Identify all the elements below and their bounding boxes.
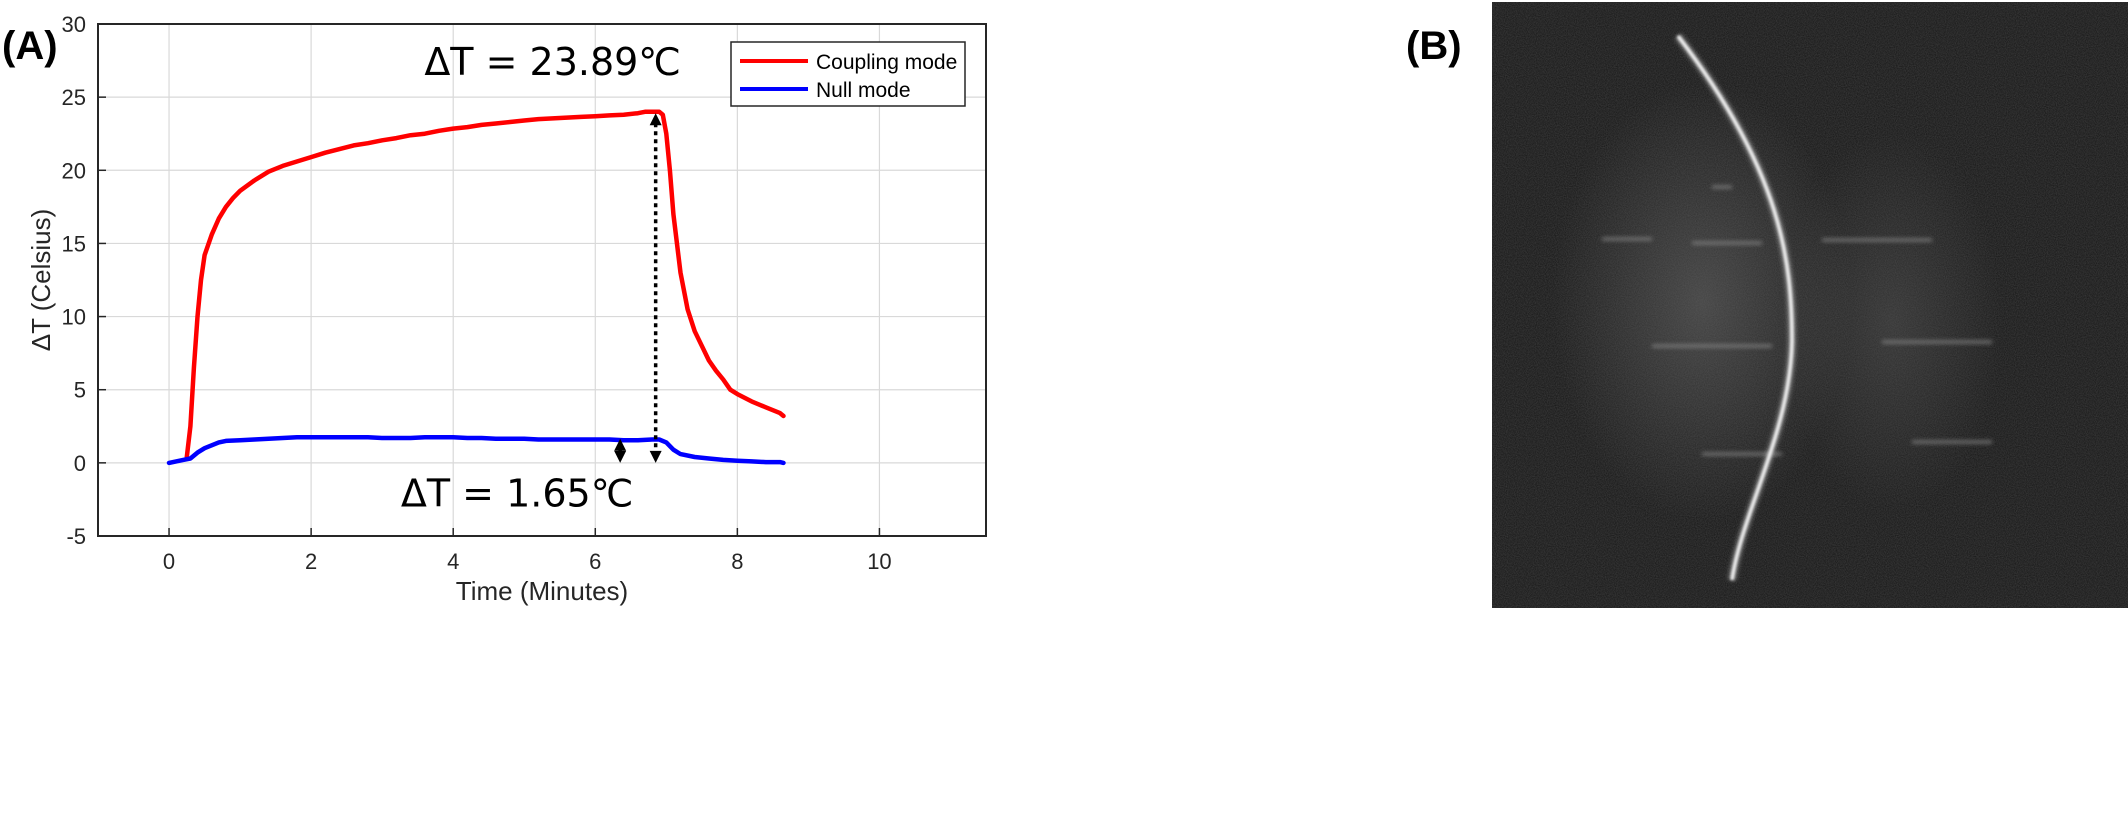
arrow-head-down — [649, 450, 662, 463]
x-tick-label: 6 — [589, 549, 601, 574]
y-tick-label: 25 — [62, 85, 86, 110]
panel-b-label: (B) — [1406, 24, 1462, 68]
chart-ticks: 0 2 4 6 8 10 -5 0 5 10 15 20 25 30 — [62, 12, 892, 574]
legend-label-coupling: Coupling mode — [816, 51, 957, 74]
legend-label-null: Null mode — [816, 79, 911, 102]
legend-box — [730, 41, 966, 107]
delta-t-annotation-1: ΔT = 1.65℃ — [401, 472, 634, 516]
mri-phantom-right — [1782, 132, 2002, 512]
plot-area-border — [97, 23, 987, 537]
mri-wire — [1676, 34, 1794, 581]
temperature-chart: 0 2 4 6 8 10 -5 0 5 10 15 20 25 30 ΔT = 23.89℃ ΔT = 1.… — [26, 12, 987, 606]
mri-image — [1492, 2, 2128, 608]
y-tick-label: 10 — [62, 305, 86, 330]
delta-arrow-0 — [649, 113, 662, 463]
chart-arrows — [614, 113, 662, 463]
series-line-coupling-mode — [184, 109, 786, 460]
x-axis-label: Time (Minutes) — [456, 576, 628, 606]
x-tick-label: 4 — [447, 549, 459, 574]
delta-arrow-1 — [614, 438, 627, 463]
series-line-null-mode — [166, 435, 786, 466]
y-tick-label: 15 — [62, 231, 86, 256]
delta-t-annotation-0: ΔT = 23.89℃ — [424, 40, 681, 84]
x-tick-label: 2 — [305, 549, 317, 574]
arrow-head-up — [614, 438, 627, 451]
arrow-head-up — [649, 113, 662, 126]
x-tick-label: 8 — [731, 549, 743, 574]
y-axis-label: ΔT (Celsius) — [26, 209, 56, 352]
chart-series — [166, 109, 786, 466]
y-tick-label: 5 — [74, 378, 86, 403]
mri-phantom-left — [1552, 82, 1852, 522]
x-tick-label: 0 — [163, 549, 175, 574]
y-tick-label: 30 — [62, 12, 86, 37]
y-tick-label: 20 — [62, 158, 86, 183]
x-tick-label: 10 — [867, 549, 891, 574]
arrow-head-down — [614, 450, 627, 463]
chart-annotations: ΔT = 23.89℃ ΔT = 1.65℃ — [401, 40, 681, 516]
panel-a-label: (A) — [2, 24, 58, 68]
chart-legend: Coupling mode Null mode — [730, 41, 966, 107]
y-tick-label: 0 — [74, 451, 86, 476]
y-tick-label: -5 — [66, 524, 86, 549]
